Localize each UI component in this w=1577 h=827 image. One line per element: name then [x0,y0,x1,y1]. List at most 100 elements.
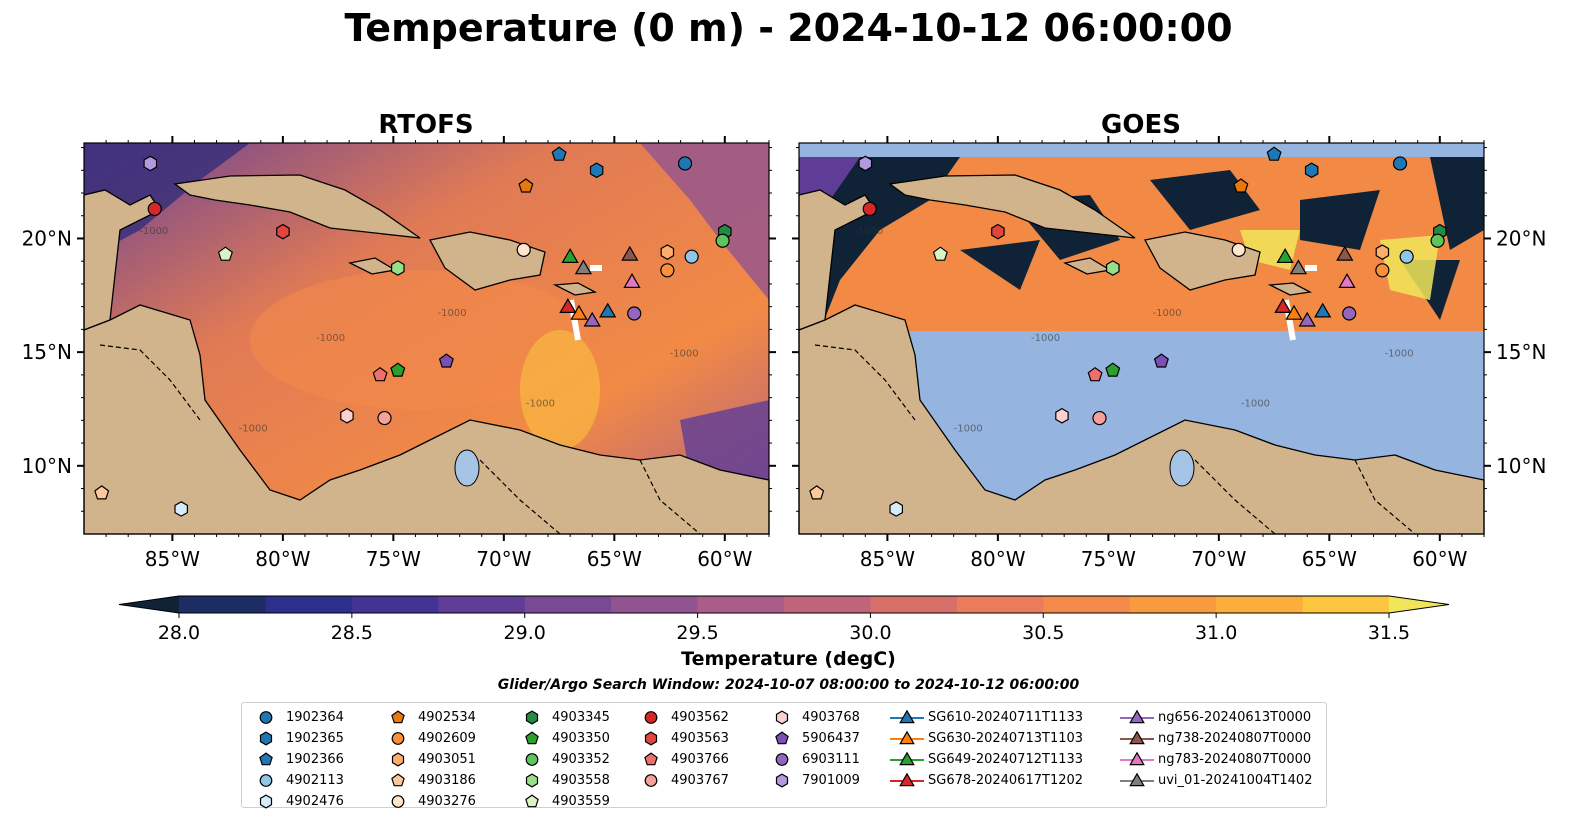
legend-item: 4903767 [637,770,729,791]
legend-label: 4903186 [418,773,476,788]
lon-tick-label: 70°W [1191,547,1246,571]
contour-label: -1000 [438,308,467,319]
legend-marker-icon [637,728,671,749]
contour-label: -1000 [239,424,268,435]
legend-item: 4903563 [637,728,729,749]
legend-marker-icon [888,749,928,770]
colorbar-tick-label: 31.0 [1195,622,1237,640]
legend-label: 4903766 [671,752,729,767]
legend-label: SG649-20240712T1133 [928,752,1084,767]
legend-label: 4903559 [552,794,610,809]
contour-label: -1000 [854,226,883,237]
legend-marker-icon [888,707,928,728]
marker-1902365 [1304,162,1319,179]
legend-label: ng656-20240613T0000 [1158,710,1312,725]
legend-column: 4902534 4902609 4903051 4903186 4903276 [384,707,476,812]
legend-label: ng738-20240807T0000 [1158,731,1312,746]
legend-column: 4903768 5906437 6903111 7901009 [768,707,860,791]
marker-4903352 [715,233,730,248]
legend-item: 4903559 [518,791,610,812]
colorbar-tick-label: 28.0 [158,622,200,640]
marker-7901009 [858,155,873,172]
marker-4902534 [518,178,534,193]
rtofs-ticks: 85°W 80°W 75°W 70°W 65°W 60°W 20°N 15°N 10°N -100… [22,136,776,571]
colorbar-segment [438,596,526,613]
contour-label: -1000 [1385,349,1414,360]
marker-1902366 [551,146,567,161]
contour-label: -1000 [316,333,345,344]
lon-tick-label: 60°W [697,547,752,571]
marker-4903768 [340,407,354,424]
marker-4903766 [1087,366,1103,382]
legend-label: 1902365 [286,731,344,746]
colorbar-label: Temperature (degC) [681,648,896,670]
contour-label: -1000 [139,226,168,237]
colorbar-tick-label: 30.5 [1022,622,1064,640]
marker-uvi_01-20241004T1402 [1289,259,1308,275]
legend-label: 6903111 [802,752,860,767]
colorbar-tick-label: 30.0 [849,622,891,640]
legend-item: 4903352 [518,749,610,770]
lon-tick-label: 80°W [255,547,310,571]
marker-1902366 [1266,146,1282,161]
marker-4903559 [932,246,948,261]
marker-4903767 [1092,410,1107,426]
lat-tick-label: 20°N [1496,226,1546,250]
search-window-note: Glider/Argo Search Window: 2024-10-07 08… [497,677,1080,693]
legend-marker-icon [518,791,552,812]
marker-4902476 [174,501,188,517]
lon-tick-label: 85°W [145,547,200,571]
legend-label: 1902364 [286,710,344,725]
legend-marker-icon [888,728,928,749]
legend-label: 4902113 [286,773,344,788]
goes-panel: GOES [792,110,1546,571]
contour-label: -1000 [1241,399,1270,410]
legend-item: 5906437 [768,728,860,749]
marker-4902609 [1375,263,1390,278]
legend-item: 4902476 [252,791,344,812]
colorbar: 28.0 28.5 29.0 29.5 30.0 30.5 31.0 31.5 [118,595,1450,640]
legend-label: 4903558 [552,773,610,788]
legend-column: 4903345 4903350 4903352 4903558 4903559 [518,707,610,812]
legend-label: 4903563 [671,731,729,746]
legend-label: SG630-20240713T1103 [928,731,1084,746]
lat-tick-label: 10°N [1496,454,1546,478]
legend-label: SG610-20240711T1133 [928,710,1084,725]
rtofs-panel: RTOFS 85°W 80°W 75°W 70°W 6 [22,110,776,571]
marker-4903352 [1430,233,1445,248]
marker-4903767 [377,410,392,426]
contour-label: -1000 [670,349,699,360]
legend-marker-icon [518,728,552,749]
colorbar-segment [1216,596,1304,613]
contour-label: -1000 [1031,333,1060,344]
marker-4903766 [372,366,388,382]
marker-4902113 [684,249,699,264]
legend-item: 4903276 [384,791,476,812]
colorbar-segment [179,596,266,613]
legend-item: 4903562 [637,707,729,728]
colorbar-tick-label: 28.5 [331,622,373,640]
colorbar-segment [265,596,353,613]
marker-4902534 [1233,178,1249,193]
marker-4902476 [889,501,904,517]
legend-marker-icon [637,749,671,770]
lon-tick-label: 60°W [1412,547,1467,571]
marker-SG649-20240712T1133 [561,247,579,263]
legend-item: 4903558 [518,770,610,791]
colorbar-segment [351,596,439,613]
legend-marker-icon [252,728,286,749]
legend-item: 7901009 [768,770,860,791]
contour-label: -1000 [1153,308,1182,319]
legend-item: 4902609 [384,728,476,749]
legend-item: 4902113 [252,770,344,791]
marker-4903558 [391,260,405,276]
legend-label: 7901009 [802,773,860,788]
legend-column: SG610-20240711T1133 SG630-20240713T1103 SG… [888,707,1083,791]
marker-4903276 [516,242,531,257]
marker-SG678-20240617T1202 [559,297,577,313]
legend-marker-icon [252,791,286,812]
marker-4903051 [660,244,675,260]
marker-legend: 1902364 1902365 1902366 4902113 4902476 49025… [241,702,1327,809]
legend-marker-icon [252,770,286,791]
legend-item: 4903345 [518,707,610,728]
